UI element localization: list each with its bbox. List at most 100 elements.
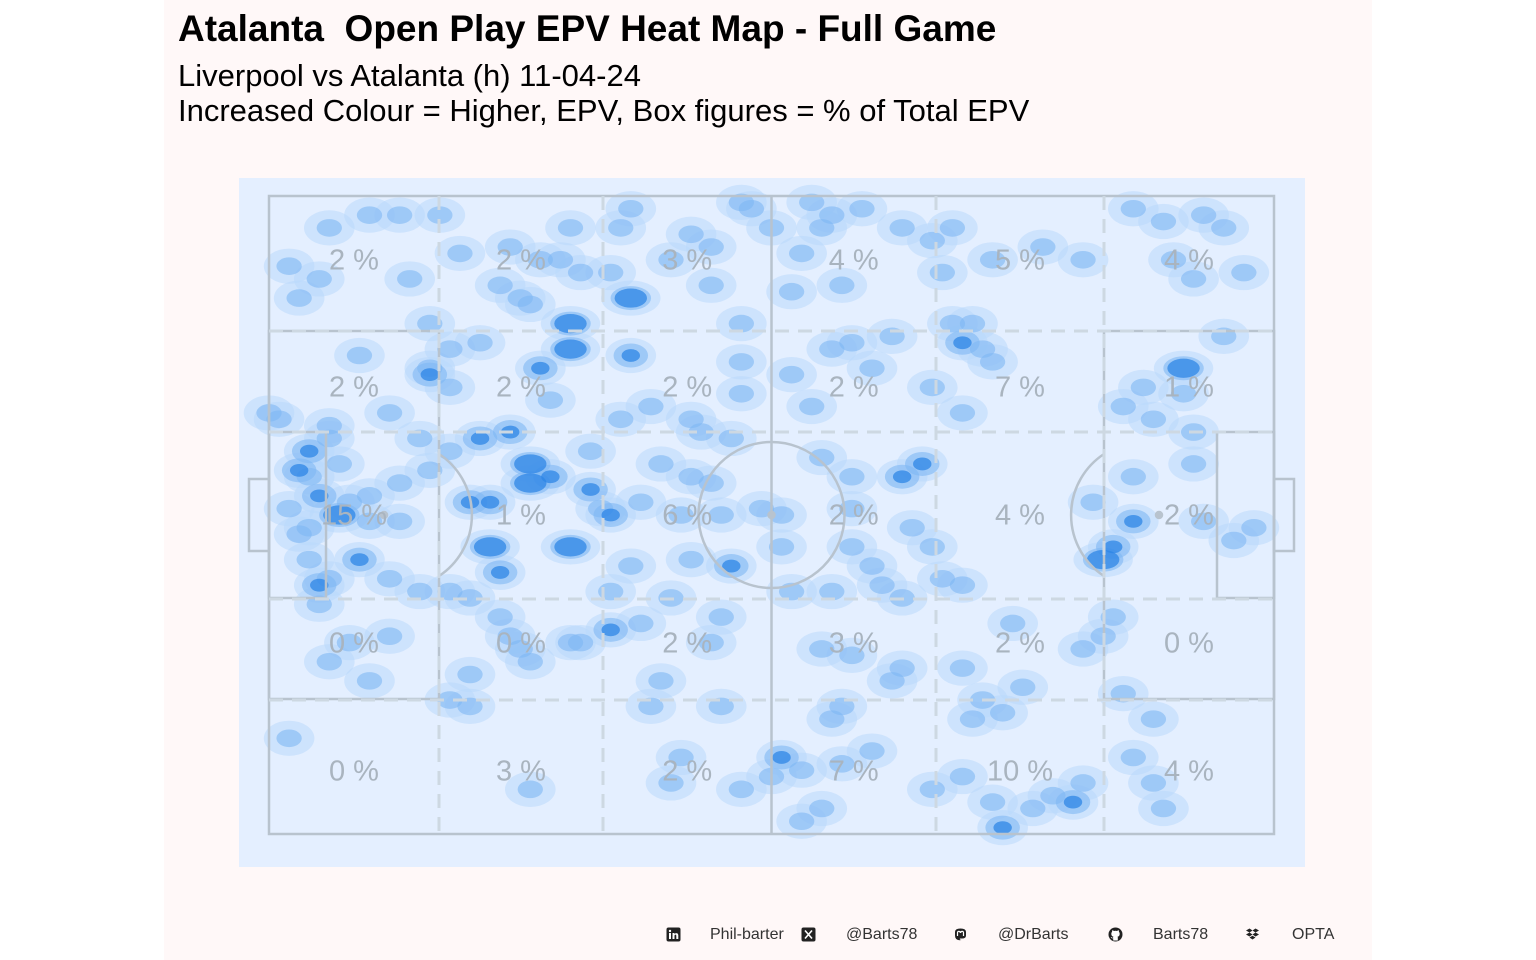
heat-blob [1070,250,1096,269]
heat-blob [316,219,342,237]
heat-blob [614,288,647,308]
heat-blob [427,206,453,224]
x-twitter-icon[interactable] [801,927,816,942]
zone-grid-lines [269,196,1274,834]
heat-blob [1030,238,1056,256]
zone-percentage-label: 2 % [1164,500,1214,532]
heat-blob [356,487,383,505]
github-icon[interactable] [1108,927,1123,942]
heat-blob [1104,540,1123,554]
zone-percentage-label: 2 % [662,372,712,404]
heat-blob [658,774,684,792]
heat-blob [919,231,945,250]
heat-blob [819,340,845,358]
heat-blob [618,557,644,575]
heat-blob [346,346,373,365]
heat-blob [1070,640,1096,658]
heat-blob [1191,512,1217,531]
heat-blob [296,550,322,569]
heat-blob [437,340,463,358]
heat-blob [289,463,309,477]
heat-blob [420,368,439,382]
heat-blob [527,250,553,269]
heat-blob [919,378,945,397]
heat-blob [1180,270,1207,288]
heat-blob [678,467,704,486]
heat-blob [859,359,885,378]
centre-circle [697,440,846,590]
heat-blob [517,652,543,671]
zone-percentage-label: 2 % [329,245,379,277]
heat-blob [1120,467,1146,486]
heat-blob [778,282,805,301]
footer-x-handle[interactable]: @Barts78 [846,926,918,943]
footer-mastodon-handle[interactable]: @DrBarts [998,926,1069,943]
heat-blob [708,506,734,524]
heat-blob [1160,250,1187,269]
heat-blob [310,578,329,592]
zone-percentage-label: 0 % [1164,628,1214,660]
heat-blob [1070,774,1096,792]
heat-blob [457,697,483,716]
heat-blob [276,499,302,518]
heat-blob [387,206,413,224]
heat-blob [648,455,674,473]
zone-percentage-label: 0 % [496,628,546,660]
heat-blob [514,473,547,493]
heat-blob [859,742,885,760]
heat-blob [688,423,714,441]
heat-blob [678,225,704,244]
zone-percentage-label: 1 % [496,500,546,532]
heat-blob [356,672,383,690]
heat-blob [577,442,604,461]
zone-percentage-label: 2 % [995,628,1045,660]
heat-blob [789,812,815,831]
footer-github-handle[interactable]: Barts78 [1153,926,1209,943]
heat-blob [1100,608,1126,626]
heat-blob [316,652,342,671]
heat-blob [437,582,463,601]
heat-blob [557,219,584,237]
heat-blob [1140,774,1167,792]
zone-percentage-label: 2 % [829,500,879,532]
mastodon-icon[interactable] [953,927,968,942]
heat-blob [949,404,976,422]
heat-blob [316,429,342,448]
heat-blob [949,576,976,594]
heat-blob [1010,678,1036,697]
heat-blob [949,659,976,677]
heat-blob [789,244,815,263]
zone-percentage-label: 7 % [829,756,879,788]
zone-percentage-label: 4 % [1164,756,1214,788]
heat-blob [457,665,483,684]
heat-blob [350,553,369,567]
heat-blob [638,397,664,416]
heat-blob [397,270,423,288]
zone-percentage-label: 0 % [329,756,379,788]
heat-blob [376,404,403,422]
heat-blob [387,474,413,492]
zone-percentage-label: 3 % [829,628,879,660]
chart-subtitle-legend: Increased Colour = Higher, EPV, Box figu… [178,93,1030,128]
heat-blob [778,365,805,384]
heat-blob [316,416,342,435]
heat-blob [1124,514,1143,528]
heat-blob [554,537,587,557]
linkedin-icon[interactable] [666,927,681,942]
heat-blob [601,623,620,637]
left-goal [247,477,271,553]
centre-spot [767,510,776,520]
footer-linkedin-handle[interactable]: Phil-barter [710,926,784,943]
zone-percentage-label: 4 % [1164,245,1214,277]
right-penalty-arc [1069,452,1105,578]
heat-blob [554,314,587,334]
heat-blob [768,538,795,556]
heat-blob [1180,455,1207,473]
heat-blob [300,444,319,458]
heat-blob [457,589,483,607]
heat-blob [929,263,955,282]
zone-percentage-labels: 2 % 2 % 3 % 4 % 5 % 4 % 2 % 2 % 2 % 2 % 7 % 1 % 15 %… [321,245,1214,788]
heat-blob [618,199,644,218]
heat-blob [993,821,1012,835]
